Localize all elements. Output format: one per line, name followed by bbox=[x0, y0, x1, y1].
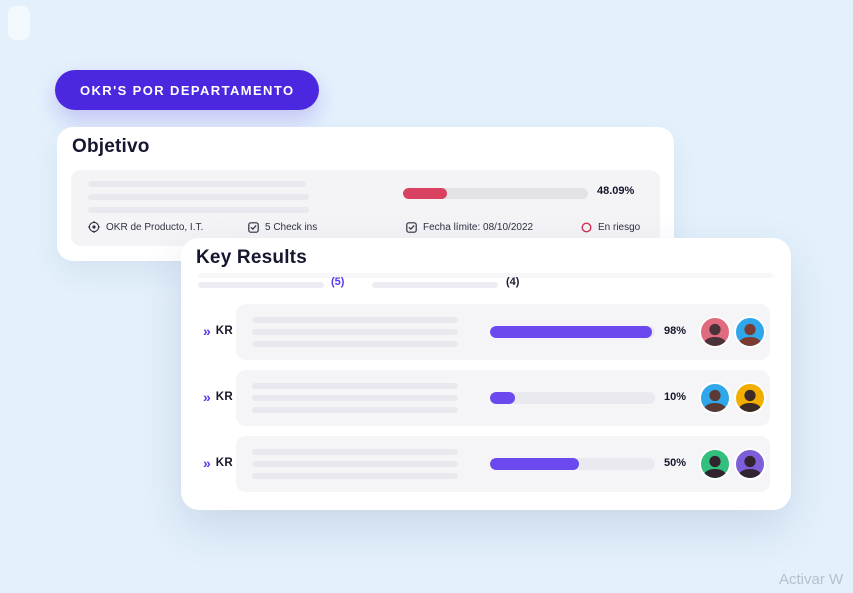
key-results-divider bbox=[198, 273, 773, 278]
kr-placeholder-line bbox=[252, 329, 458, 335]
objective-panel[interactable]: 48.09% OKR de Producto, I.T. 5 Check ins… bbox=[71, 170, 660, 246]
kr-placeholder-line bbox=[252, 449, 458, 455]
kr-progress-fill bbox=[490, 392, 515, 404]
corner-decoration bbox=[8, 6, 30, 40]
kr-placeholder-line bbox=[252, 341, 458, 347]
department-okr-badge-label: OKR'S POR DEPARTAMENTO bbox=[80, 82, 295, 98]
objective-progress-fill bbox=[403, 188, 448, 199]
avatar-amber[interactable] bbox=[734, 382, 766, 414]
key-results-group-b-count: (4) bbox=[506, 276, 520, 288]
kr-placeholder-line bbox=[252, 407, 458, 413]
avatar-green[interactable] bbox=[699, 448, 731, 480]
objective-risk-status: En riesgo bbox=[581, 220, 640, 234]
avatar-blue[interactable] bbox=[699, 382, 731, 414]
kr-row[interactable]: 10% bbox=[236, 370, 770, 426]
kr-progress-fill bbox=[490, 326, 652, 338]
objective-placeholder-line bbox=[88, 207, 309, 213]
kr-row-label: » KR bbox=[203, 390, 233, 404]
kr-placeholder-line bbox=[252, 473, 458, 479]
kr-label: KR bbox=[215, 325, 234, 337]
objective-risk-label: En riesgo bbox=[598, 221, 641, 233]
kr-percent-value: 10% bbox=[664, 391, 687, 403]
objective-deadline-meta: Fecha límite: 08/10/2022 bbox=[406, 220, 533, 234]
kr-placeholder-line bbox=[252, 317, 458, 323]
kr-progress-bar bbox=[490, 458, 655, 470]
kr-percent-value: 98% bbox=[664, 325, 687, 337]
target-icon bbox=[88, 221, 100, 233]
key-results-card: Key Results (5) (4) » KR 98% bbox=[181, 238, 791, 510]
kr-percent-value: 50% bbox=[664, 457, 687, 469]
kr-row-label: » KR bbox=[203, 456, 233, 470]
objective-department-label: OKR de Producto, I.T. bbox=[106, 221, 204, 233]
key-results-title: Key Results bbox=[196, 247, 307, 268]
objective-checkins-label: 5 Check ins bbox=[265, 221, 318, 233]
activation-watermark: Activar W bbox=[779, 571, 844, 588]
kr-placeholder-line bbox=[252, 461, 458, 467]
chevrons-right-icon: » bbox=[203, 455, 211, 471]
key-results-group-a-line bbox=[198, 282, 324, 288]
objective-card-title: Objetivo bbox=[72, 136, 150, 157]
kr-progress-bar bbox=[490, 326, 655, 338]
objective-progress-value: 48.09% bbox=[597, 185, 635, 197]
department-okr-badge[interactable]: OKR'S POR DEPARTAMENTO bbox=[55, 70, 320, 110]
kr-label: KR bbox=[215, 457, 234, 469]
objective-checkins-meta: 5 Check ins bbox=[248, 220, 317, 234]
kr-progress-bar bbox=[490, 392, 655, 404]
check-square-icon bbox=[248, 221, 259, 233]
objective-progress-bar bbox=[403, 188, 588, 199]
avatar-purple[interactable] bbox=[734, 448, 766, 480]
avatar-blue[interactable] bbox=[734, 316, 766, 348]
risk-circle-icon bbox=[581, 221, 592, 233]
objective-placeholder-line bbox=[88, 181, 306, 187]
chevrons-right-icon: » bbox=[203, 323, 211, 339]
key-results-group-a-count: (5) bbox=[331, 276, 345, 288]
objective-placeholder-line bbox=[88, 194, 309, 200]
kr-row[interactable]: 50% bbox=[236, 436, 770, 492]
kr-placeholder-line bbox=[252, 383, 458, 389]
check-square-icon bbox=[406, 221, 417, 233]
key-results-group-b-line bbox=[372, 282, 498, 288]
kr-label: KR bbox=[215, 391, 234, 403]
objective-deadline-label: Fecha límite: 08/10/2022 bbox=[423, 221, 534, 233]
kr-row[interactable]: 98% bbox=[236, 304, 770, 360]
kr-row-label: » KR bbox=[203, 324, 233, 338]
chevrons-right-icon: » bbox=[203, 389, 211, 405]
kr-progress-fill bbox=[490, 458, 580, 470]
objective-department-meta: OKR de Producto, I.T. bbox=[88, 220, 203, 234]
kr-placeholder-line bbox=[252, 395, 458, 401]
avatar-rose[interactable] bbox=[699, 316, 731, 348]
